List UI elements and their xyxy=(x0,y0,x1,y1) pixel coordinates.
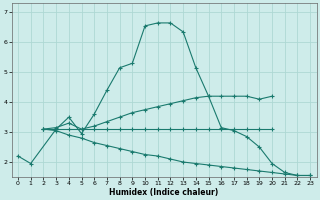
X-axis label: Humidex (Indice chaleur): Humidex (Indice chaleur) xyxy=(109,188,219,197)
